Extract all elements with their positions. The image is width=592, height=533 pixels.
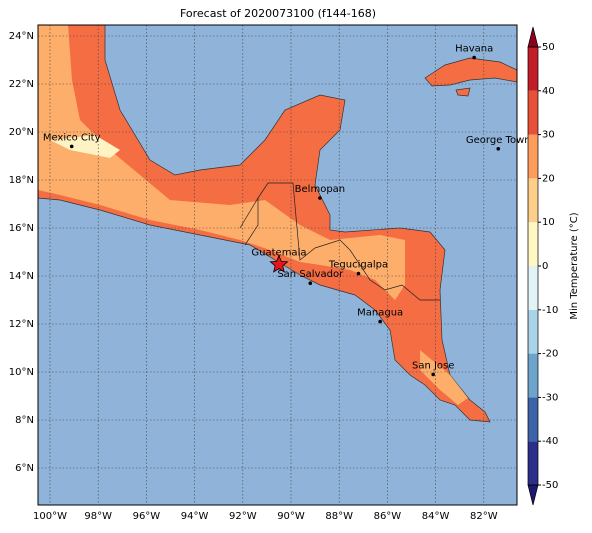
lat-label: 10°N <box>9 367 34 378</box>
city-marker <box>318 196 322 200</box>
colorbar-tick-label: -40 <box>542 436 558 447</box>
land <box>455 87 471 97</box>
colorbar-label: Min Temperature (°C) <box>569 212 580 319</box>
border <box>257 182 440 301</box>
lon-label: 94°W <box>181 511 209 522</box>
city-label: Mexico City <box>43 132 101 143</box>
colorbar-tick-label: 50 <box>542 42 555 53</box>
border <box>239 196 259 246</box>
colorbar-tick-label: -50 <box>542 480 558 491</box>
city-marker <box>356 271 361 276</box>
colorbar-band <box>528 47 538 91</box>
colorbar-tick-label: 40 <box>542 86 555 97</box>
colorbar-band <box>528 134 538 179</box>
city-marker <box>472 55 476 60</box>
colorbar-band <box>528 441 538 485</box>
warm-region <box>420 350 468 405</box>
map-frame <box>37 24 518 506</box>
city-label: Managua <box>357 308 403 319</box>
city-marker <box>308 281 313 286</box>
lat-label: 16°N <box>9 223 34 234</box>
lon-label: 100°W <box>33 511 67 522</box>
lon-label: 90°W <box>277 511 305 522</box>
star-marker <box>269 254 289 273</box>
lon-label: 88°W <box>325 511 353 522</box>
lat-label: 18°N <box>9 175 34 186</box>
city-label: San Salvador <box>277 269 344 280</box>
colorbar-tick-label: -20 <box>542 349 558 360</box>
colorbar-tick-label: 30 <box>542 130 555 141</box>
city-marker <box>431 372 435 377</box>
lon-label: 98°W <box>84 511 112 522</box>
colorbar-band <box>528 178 538 223</box>
colorbar-band <box>528 266 538 310</box>
colorbar-band <box>528 397 538 442</box>
warm-region <box>38 25 405 300</box>
colorbar-band <box>528 309 538 354</box>
city-label: Guatemala <box>251 248 306 259</box>
city-label: San Jose <box>412 360 454 371</box>
city-marker <box>69 144 74 149</box>
colorbar-tick-label: 20 <box>542 173 555 184</box>
lon-label: 86°W <box>374 511 402 522</box>
lon-label: 82°W <box>470 511 498 522</box>
colorbar-tick-label: -30 <box>542 392 558 403</box>
city-label: Belmopan <box>295 184 345 195</box>
lat-label: 14°N <box>9 271 34 282</box>
city-label: Havana <box>455 44 493 55</box>
colorbar-extend <box>527 484 539 506</box>
colorbar-tick-label: 10 <box>542 217 555 228</box>
colorbar-band <box>528 353 538 398</box>
colorbar-tick-label: -10 <box>542 305 558 316</box>
lon-label: 92°W <box>229 511 257 522</box>
colorbar-band <box>528 90 538 135</box>
city-label: George Town <box>466 135 531 146</box>
lon-label: 84°W <box>422 511 450 522</box>
lat-label: 20°N <box>9 127 34 138</box>
colorbar-band <box>528 222 538 266</box>
lon-label: 96°W <box>133 511 161 522</box>
colorbar-extend <box>527 26 539 48</box>
cool-region <box>50 135 120 158</box>
title: Forecast of 2020073100 (f144-168) <box>180 7 376 20</box>
city-marker <box>496 147 501 151</box>
lat-label: 24°N <box>9 31 34 42</box>
lat-label: 6°N <box>15 463 34 474</box>
lat-label: 8°N <box>15 415 34 426</box>
lat-label: 22°N <box>9 79 34 90</box>
lat-label: 12°N <box>9 319 34 330</box>
city-marker <box>378 319 382 324</box>
city-label: Tegucigalpa <box>328 260 388 271</box>
colorbar-tick-label: 0 <box>542 261 548 272</box>
